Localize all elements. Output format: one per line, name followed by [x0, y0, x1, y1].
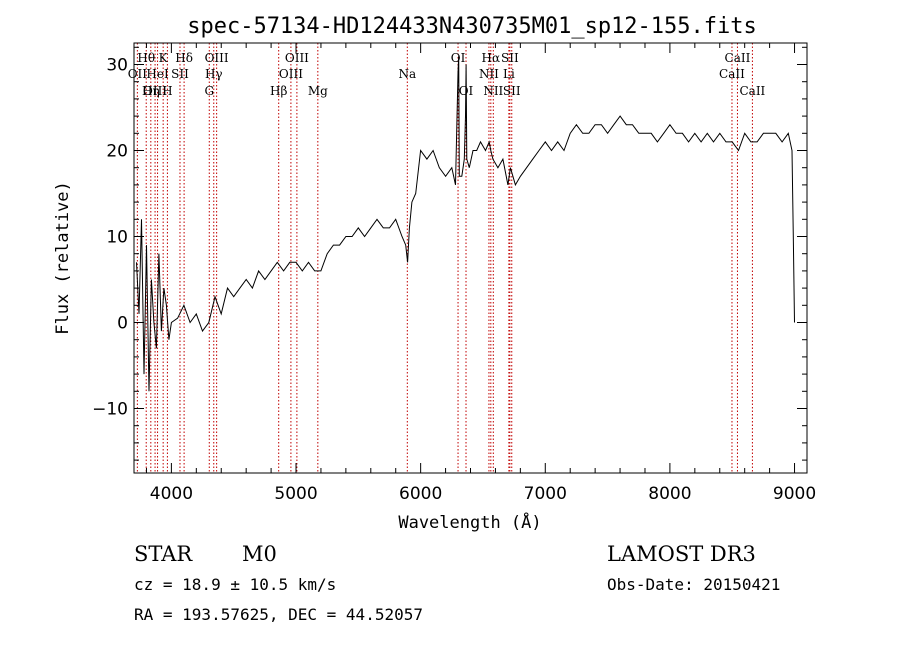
spectral-line-markers [136, 43, 753, 473]
line-label: CaII [725, 51, 751, 65]
object-class: STAR [134, 542, 193, 566]
line-label: SII [501, 51, 519, 65]
y-tick-label: −10 [92, 400, 128, 420]
line-label: OIII [285, 51, 309, 65]
obs-date-text: Obs-Date: 20150421 [607, 575, 780, 594]
line-label: OIII [279, 67, 303, 81]
line-label: CaII [719, 67, 745, 81]
y-tick-label: 30 [106, 56, 128, 76]
plot-frame [133, 42, 808, 474]
line-label: G [204, 84, 214, 98]
x-tick-label: 6000 [399, 484, 442, 504]
line-label: Hγ [205, 67, 223, 81]
line-label: OIII [143, 84, 167, 98]
line-label: SII [171, 67, 189, 81]
object-subclass: M0 [242, 542, 277, 566]
chart-title: spec-57134-HD124433N430735M01_sp12-155.f… [187, 14, 757, 39]
line-label: Na [398, 67, 416, 81]
y-tick-label: 10 [106, 228, 128, 248]
spectral-line-labels: Hθ OII OIII K HeI Hη SII H Hδ OIII Hγ G OIII OIII Hβ Mg… [128, 51, 766, 98]
line-label: Mg [308, 84, 328, 98]
y-axis-label: Flux (relative) [53, 181, 73, 335]
line-label: NII [479, 67, 499, 81]
line-label: H [162, 84, 172, 98]
y-tick-label: 0 [117, 314, 128, 334]
x-tick-label: 5000 [274, 484, 317, 504]
x-tick-label: 9000 [773, 484, 816, 504]
x-tick-label: 8000 [648, 484, 691, 504]
redshift-text: cz = 18.9 ± 10.5 km/s [134, 575, 336, 594]
survey-name: LAMOST DR3 [607, 542, 756, 566]
line-label: Hα [482, 51, 501, 65]
line-label: Hβ [270, 84, 287, 98]
line-label: Hθ [137, 51, 155, 65]
x-tick-label: 4000 [150, 484, 193, 504]
line-label: K [159, 51, 169, 65]
y-axis: −10 0 10 20 30 [92, 46, 807, 461]
line-label: OII [128, 67, 148, 81]
spectrum-line [136, 55, 795, 392]
line-label: SII [503, 84, 521, 98]
line-label: CaII [739, 84, 765, 98]
y-tick-label: 20 [106, 142, 128, 162]
line-label: Li [503, 67, 515, 81]
x-tick-label: 7000 [524, 484, 567, 504]
line-label: Hδ [175, 51, 193, 65]
line-label: HeI [146, 67, 169, 81]
x-axis-label: Wavelength (Å) [398, 511, 541, 533]
coordinates-text: RA = 193.57625, DEC = 44.52057 [134, 605, 423, 624]
line-label: NII [483, 84, 503, 98]
line-label: Hη [142, 84, 160, 98]
x-axis: 4000 5000 6000 7000 8000 9000 [145, 43, 816, 504]
line-label: OIII [205, 51, 229, 65]
